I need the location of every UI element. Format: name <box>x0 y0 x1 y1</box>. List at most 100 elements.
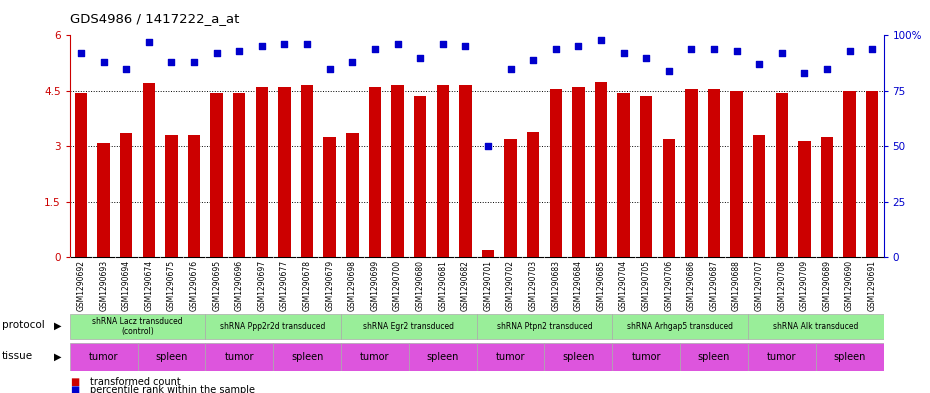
Bar <box>550 89 562 257</box>
Text: GSM1290676: GSM1290676 <box>190 260 199 311</box>
Point <box>775 50 790 56</box>
Text: shRNA Alk transduced: shRNA Alk transduced <box>773 322 858 331</box>
Bar <box>273 343 341 371</box>
Bar <box>844 91 856 257</box>
Bar <box>459 85 472 257</box>
Text: tumor: tumor <box>224 352 254 362</box>
Text: GSM1290691: GSM1290691 <box>868 260 877 311</box>
Point <box>729 48 744 54</box>
Text: GSM1290683: GSM1290683 <box>551 260 560 311</box>
Text: GSM1290699: GSM1290699 <box>370 260 379 311</box>
Text: GSM1290681: GSM1290681 <box>438 260 447 311</box>
Text: GSM1290674: GSM1290674 <box>144 260 153 311</box>
Text: protocol: protocol <box>2 320 45 331</box>
Point <box>277 41 292 48</box>
Bar <box>70 343 138 371</box>
Bar <box>748 343 816 371</box>
Bar <box>166 135 178 257</box>
Text: GSM1290695: GSM1290695 <box>212 260 221 311</box>
Text: spleen: spleen <box>155 352 188 362</box>
Bar <box>436 85 449 257</box>
Bar <box>392 85 404 257</box>
Bar <box>730 91 743 257</box>
Bar <box>476 343 544 371</box>
Text: GSM1290708: GSM1290708 <box>777 260 786 311</box>
Text: GSM1290687: GSM1290687 <box>710 260 719 311</box>
Bar <box>341 314 476 339</box>
Text: spleen: spleen <box>698 352 730 362</box>
Text: tumor: tumor <box>89 352 118 362</box>
Bar <box>278 87 291 257</box>
Text: GSM1290677: GSM1290677 <box>280 260 289 311</box>
Bar <box>138 343 206 371</box>
Text: spleen: spleen <box>562 352 594 362</box>
Point <box>593 37 608 43</box>
Bar <box>341 343 409 371</box>
Point <box>435 41 450 48</box>
Point <box>119 66 134 72</box>
Text: GSM1290704: GSM1290704 <box>619 260 628 311</box>
Text: shRNA Ppp2r2d transduced: shRNA Ppp2r2d transduced <box>220 322 326 331</box>
Text: tumor: tumor <box>496 352 525 362</box>
Text: GSM1290707: GSM1290707 <box>754 260 764 311</box>
Text: GSM1290690: GSM1290690 <box>845 260 854 311</box>
Text: GSM1290700: GSM1290700 <box>393 260 402 311</box>
Text: ▶: ▶ <box>54 320 61 331</box>
Bar <box>70 314 206 339</box>
Point <box>661 68 676 74</box>
Point <box>549 46 564 52</box>
Bar <box>74 93 87 257</box>
Point <box>255 43 270 50</box>
Text: GSM1290694: GSM1290694 <box>122 260 131 311</box>
Text: GSM1290697: GSM1290697 <box>258 260 266 311</box>
Bar <box>572 87 585 257</box>
Bar <box>482 250 494 257</box>
Point <box>865 46 880 52</box>
Text: tissue: tissue <box>2 351 33 362</box>
Bar <box>210 93 223 257</box>
Point <box>751 61 766 67</box>
Point <box>481 143 496 149</box>
Point <box>232 48 246 54</box>
Text: transformed count: transformed count <box>90 377 181 387</box>
Text: spleen: spleen <box>291 352 324 362</box>
Point <box>571 43 586 50</box>
Bar <box>414 96 426 257</box>
Point <box>684 46 698 52</box>
Bar <box>476 314 612 339</box>
Bar <box>612 314 748 339</box>
Text: GSM1290688: GSM1290688 <box>732 260 741 311</box>
Bar <box>708 89 720 257</box>
Bar <box>816 343 884 371</box>
Text: percentile rank within the sample: percentile rank within the sample <box>90 385 255 393</box>
Point <box>525 57 540 63</box>
Text: GSM1290682: GSM1290682 <box>461 260 470 311</box>
Text: tumor: tumor <box>360 352 390 362</box>
Point <box>323 66 338 72</box>
Text: ■: ■ <box>70 385 79 393</box>
Bar <box>142 83 155 257</box>
Point <box>616 50 631 56</box>
Text: shRNA Lacz transduced
(control): shRNA Lacz transduced (control) <box>92 317 183 336</box>
Point <box>367 46 382 52</box>
Text: GSM1290689: GSM1290689 <box>822 260 831 311</box>
Point <box>458 43 472 50</box>
Point <box>797 70 812 76</box>
Bar <box>256 87 268 257</box>
Point <box>73 50 88 56</box>
Text: GSM1290705: GSM1290705 <box>642 260 651 311</box>
Bar <box>866 91 879 257</box>
Point <box>299 41 314 48</box>
Point <box>503 66 518 72</box>
Bar <box>368 87 381 257</box>
Bar <box>409 343 476 371</box>
Point <box>413 55 428 61</box>
Bar <box>504 139 517 257</box>
Bar <box>346 134 359 257</box>
Text: GSM1290706: GSM1290706 <box>664 260 673 311</box>
Point <box>141 39 156 45</box>
Bar <box>527 132 539 257</box>
Text: ▶: ▶ <box>54 351 61 362</box>
Text: GSM1290709: GSM1290709 <box>800 260 809 311</box>
Bar <box>662 139 675 257</box>
